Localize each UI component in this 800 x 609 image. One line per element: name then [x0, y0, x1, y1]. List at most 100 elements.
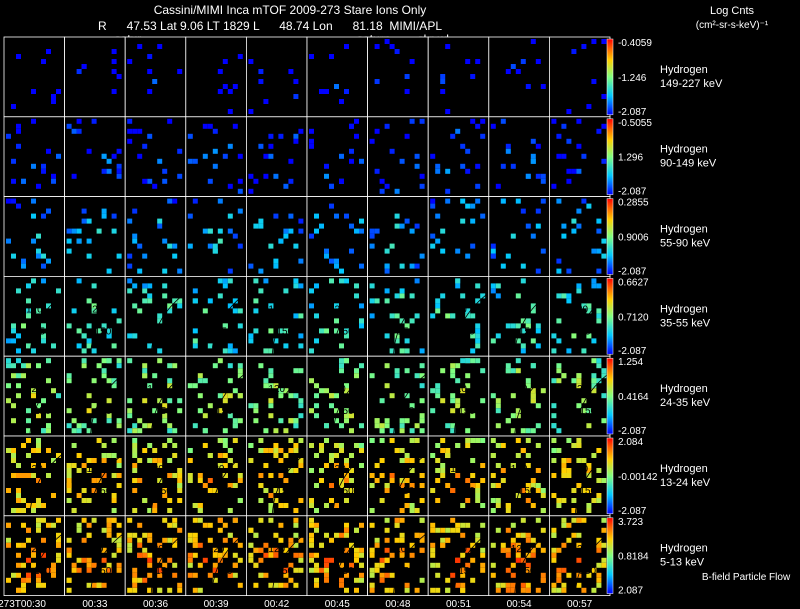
contour-label-120: 120: [511, 464, 528, 475]
pixel: [101, 168, 107, 174]
pixel: [217, 527, 223, 533]
pixel: [419, 483, 425, 488]
pixel: [202, 153, 208, 159]
pixel: [298, 228, 304, 234]
pixel: [16, 542, 21, 548]
pixel: [551, 423, 557, 429]
pixel: [212, 148, 218, 154]
pixel: [419, 532, 425, 538]
pixel: [596, 363, 602, 369]
pixel: [430, 153, 436, 159]
pixel: [91, 582, 97, 588]
pixel: [212, 547, 218, 553]
pixel: [76, 423, 82, 429]
pixel: [31, 547, 36, 553]
pixel: [21, 373, 26, 379]
pixel: [465, 168, 471, 174]
pixel: [500, 198, 506, 204]
pixel: [586, 572, 592, 578]
pixel: [435, 168, 441, 174]
pixel: [404, 478, 410, 483]
panel-frame: [64, 196, 126, 277]
colorbar-max-label: 3.723: [618, 517, 643, 528]
pixel: [394, 373, 400, 379]
pixel: [192, 198, 198, 204]
pixel: [258, 572, 264, 578]
pixel: [520, 348, 526, 354]
pixel: [41, 503, 46, 508]
pixel: [283, 572, 289, 578]
pixel: [475, 283, 481, 289]
pixel: [349, 248, 354, 254]
pixel: [142, 253, 148, 259]
panel-r1-c2: [124, 116, 187, 198]
pixel: [314, 383, 319, 389]
pixel: [6, 358, 11, 364]
contour-line: [393, 533, 427, 594]
pixel: [389, 148, 395, 154]
pixel: [455, 443, 461, 448]
pixel: [248, 59, 254, 64]
pixel: [409, 118, 415, 124]
contour-label-120: 120: [450, 544, 467, 555]
panel-r0-c3: [185, 36, 247, 118]
pixel: [6, 338, 11, 344]
pixel: [111, 378, 117, 384]
pixel: [41, 59, 46, 64]
pixel: [354, 293, 359, 299]
pixel: [329, 453, 334, 458]
pixel: [66, 238, 72, 244]
panel-r0-c5: [306, 36, 368, 118]
pixel: [172, 253, 178, 259]
pixel: [586, 463, 592, 468]
pixel: [237, 368, 243, 374]
pixel: [81, 348, 87, 354]
pixel: [298, 313, 304, 319]
contour-label-150: 150: [579, 326, 596, 337]
pixel: [51, 567, 56, 573]
panel-r2-c1: [64, 196, 126, 277]
pixel: [535, 443, 541, 448]
pixel: [278, 133, 284, 139]
pixel: [91, 303, 97, 309]
pixel: [172, 298, 178, 304]
pixel: [404, 587, 410, 593]
pixel: [414, 438, 420, 443]
pixel: [147, 133, 153, 139]
pixel: [601, 557, 607, 563]
pixel: [11, 473, 16, 478]
pixel: [101, 453, 107, 458]
pixel: [132, 443, 138, 448]
pixel: [31, 562, 36, 568]
pixel: [116, 542, 122, 548]
pixel: [465, 358, 471, 364]
pixel: [319, 567, 324, 573]
pixel: [409, 428, 415, 434]
pixel: [495, 443, 501, 448]
pixel: [147, 298, 153, 304]
pixel: [601, 123, 607, 129]
contour-label-150: 150: [34, 486, 51, 497]
pixel: [111, 59, 117, 64]
pixel: [217, 438, 223, 443]
pixel: [111, 473, 117, 478]
pixel: [258, 288, 264, 294]
pixel: [339, 582, 344, 588]
pixel: [253, 582, 259, 588]
pixel: [111, 69, 117, 74]
pixel: [430, 488, 436, 493]
pixel: [31, 508, 36, 513]
pixel: [298, 333, 304, 339]
pixel: [576, 483, 582, 488]
pixel: [232, 423, 238, 429]
pixel: [298, 403, 304, 409]
pixel: [530, 428, 536, 434]
pixel: [288, 228, 294, 234]
pixel: [237, 153, 243, 159]
pixel: [505, 418, 511, 424]
pixel: [56, 89, 61, 94]
colorbar-min-label: -2.087: [618, 266, 647, 277]
